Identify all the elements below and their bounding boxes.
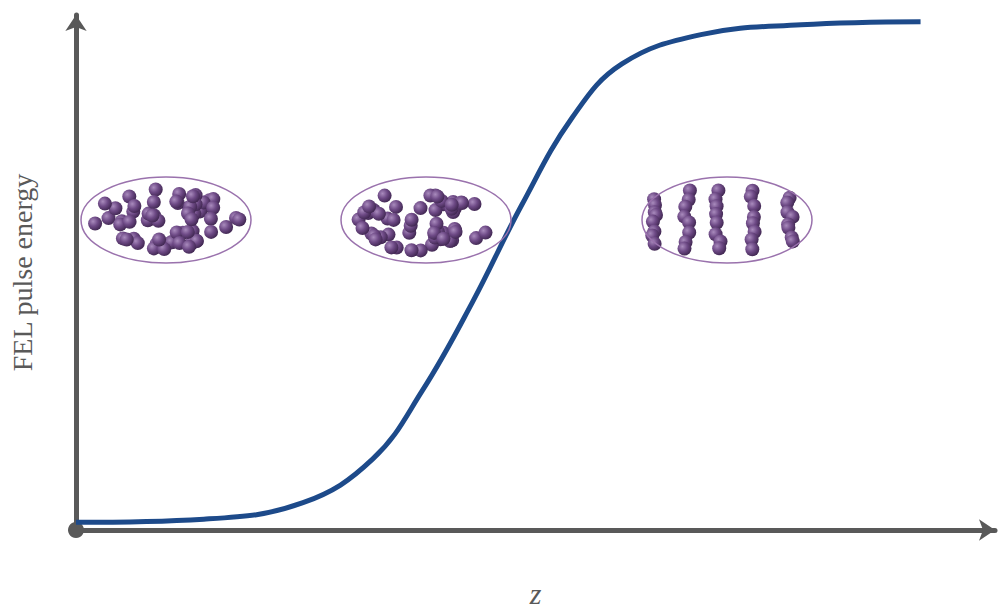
svg-text:FEL pulse energy: FEL pulse energy [7,174,38,372]
svg-text:z: z [529,577,542,610]
